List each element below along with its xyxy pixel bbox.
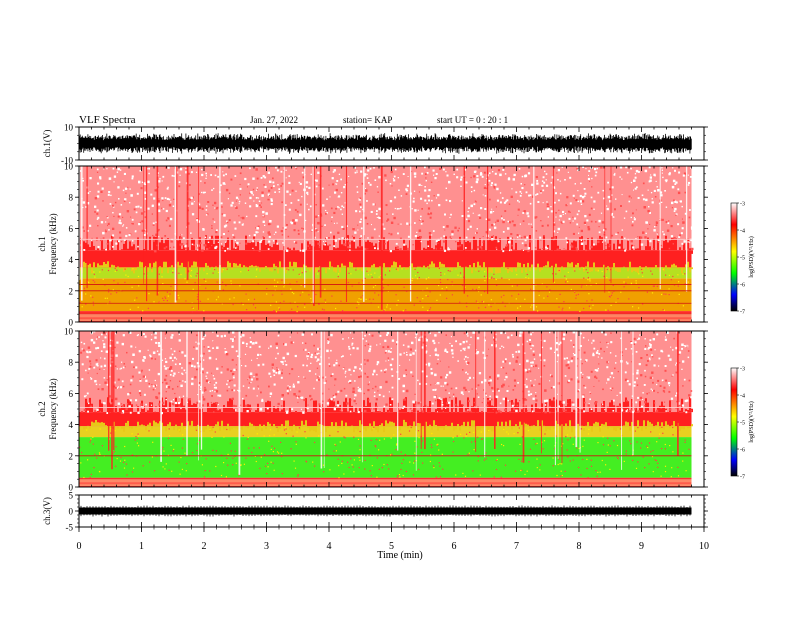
station-label: station= KAP: [343, 115, 392, 125]
x-axis-tick-label: 6: [452, 541, 457, 552]
ch2-spectrogram-colorbar-tick-label: -4: [740, 394, 745, 400]
ch2-spectrogram-colorbar-tick-label: -7: [740, 475, 745, 481]
ch1-spectrogram-band: [79, 250, 692, 268]
ch1-spectrogram-image: [79, 166, 694, 322]
ch1-spectrogram-y-tick-label: 2: [69, 286, 74, 296]
ch1-spectrogram-y-label: Frequency (kHz): [48, 213, 58, 274]
x-axis-tick-label: 4: [327, 541, 332, 552]
ch2-spectrogram-colorbar-tick-label: -3: [740, 367, 745, 373]
x-axis-tick-label: 9: [639, 541, 644, 552]
ch1-spectrogram-y-tick-label: 8: [69, 193, 74, 203]
ch2-spectrogram-x-ticks: [78, 331, 705, 487]
time-axis: 0 1 2 3 4 5 6 7 8 9 10: [77, 527, 709, 552]
ch1-colorbar: -3 -4 -5 -6 -7 log(PSD)(V²/Hz): [730, 202, 755, 316]
start-time-label: start UT = 0 : 20 : 1: [437, 115, 508, 125]
ch2-spectrogram-image: [79, 331, 693, 487]
ch1-spectrogram-colorbar-tick-label: -3: [740, 202, 745, 208]
ch2-spectrogram-y-tick-label: 2: [69, 451, 74, 461]
ch1-spectrogram-colorbar-tick-label: -5: [740, 256, 745, 262]
date-label: Jan. 27, 2022: [250, 115, 298, 125]
ch1-waveform-trace: [79, 133, 692, 154]
ch1-spectrogram-colorbar-tick-label: -7: [740, 310, 745, 316]
x-axis-label: Time (min): [377, 550, 422, 561]
ch2-spectrogram-y-tick-label: 6: [69, 389, 74, 399]
ch1-waveform-y-label: ch.1(V): [42, 130, 52, 158]
ch1-spectrogram-x-ticks: [78, 166, 705, 322]
x-axis-tick-label: 2: [202, 541, 207, 552]
x-axis-tick-label: 0: [77, 541, 82, 552]
ch1-spectrogram-colorbar-label: log(PSD)(V²/Hz): [748, 236, 755, 277]
ch2-spectrogram-panel: 0 2 4 6 8 10 ch.2 Frequency (kHz): [37, 327, 708, 493]
ch2-spectrogram-colorbar-tick-label: -6: [740, 448, 745, 454]
ch2-spectrogram-colorbar-scale: [730, 367, 738, 477]
x-axis-tick-label: 8: [577, 541, 582, 552]
ch2-spectrogram-y-label: Frequency (kHz): [48, 378, 58, 439]
ch2-colorbar: -3 -4 -5 -6 -7 log(PSD)(V²/Hz): [730, 367, 755, 481]
ch2-spectrogram-y-tick-label: 0: [69, 483, 74, 493]
ch2-spectrogram-y-tick-label: 8: [69, 358, 74, 368]
ch1-waveform-y-tick-label: 10: [64, 123, 74, 133]
ch1-waveform-panel: 10 -10 ch.1(V): [42, 123, 708, 166]
ch1-spectrogram-y-tick-label: 10: [64, 162, 74, 172]
ch1-spectrogram-y-label: ch.1: [37, 236, 47, 251]
x-axis-tick-label: 3: [264, 541, 269, 552]
figure-title: VLF Spectra: [79, 114, 136, 126]
ch1-spectrogram-band: [79, 278, 692, 312]
ch1-spectrogram-band: [79, 267, 692, 279]
ch2-spectrogram-y-tick-label: 4: [69, 420, 74, 430]
ch1-spectrogram-colorbar-tick-label: -4: [740, 229, 745, 235]
ch3-waveform-y-tick-label: -5: [66, 523, 74, 533]
ch1-spectrogram-colorbar-tick-label: -6: [740, 283, 745, 289]
ch2-spectrogram-band: [79, 477, 692, 487]
ch1-waveform-y-tick-label: -10: [61, 156, 73, 166]
ch1-spectrogram-y-tick-label: 4: [69, 255, 74, 265]
ch3-waveform-y-tick-label: 5: [69, 491, 74, 501]
ch3-waveform-y-label: ch.3(V): [42, 497, 52, 525]
x-axis-tick-label: 1: [139, 541, 144, 552]
x-axis-tick-label: 7: [514, 541, 519, 552]
ch2-spectrogram-band: [79, 426, 692, 438]
ch3-waveform-trace: [79, 505, 692, 517]
ch2-spectrogram-colorbar-tick-label: -5: [740, 421, 745, 427]
x-axis-tick-label: 5: [389, 541, 394, 552]
ch2-spectrogram-colorbar-label: log(PSD)(V²/Hz): [748, 401, 755, 442]
ch2-spectrogram-y-tick-label: 10: [64, 327, 74, 337]
ch1-spectrogram-panel: 0 2 4 6 8 10 ch.1 Frequency (kHz): [37, 162, 708, 328]
ch3-waveform-panel: 5 0 -5 ch.3(V): [42, 491, 708, 533]
ch1-spectrogram-colorbar-scale: [730, 202, 738, 312]
ch3-waveform-y-tick-label: 0: [69, 507, 74, 517]
ch2-spectrogram-band: [79, 437, 692, 478]
ch1-waveform-x-ticks: [78, 127, 705, 160]
ch2-spectrogram-y-label: ch.2: [37, 401, 47, 416]
x-axis-tick-label: 10: [699, 541, 709, 552]
ch1-spectrogram-y-tick-label: 0: [69, 318, 74, 328]
ch3-waveform-x-ticks: [78, 495, 705, 527]
ch1-spectrogram-y-tick-label: 6: [69, 224, 74, 234]
